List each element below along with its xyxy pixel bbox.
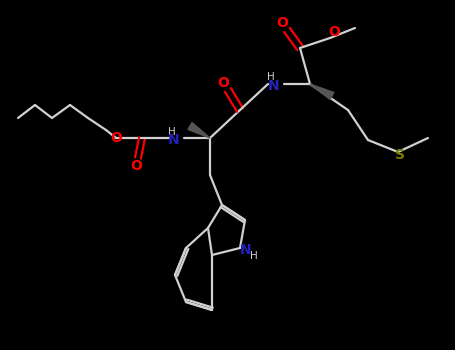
Polygon shape — [188, 122, 210, 138]
Text: O: O — [217, 76, 229, 90]
Text: N: N — [168, 133, 180, 147]
Text: O: O — [110, 131, 122, 145]
Text: H: H — [168, 127, 176, 137]
Text: O: O — [276, 16, 288, 30]
Text: N: N — [240, 243, 252, 257]
Text: O: O — [130, 159, 142, 173]
Text: H: H — [250, 251, 258, 261]
Text: O: O — [328, 25, 340, 39]
Polygon shape — [310, 84, 334, 99]
Text: H: H — [267, 72, 275, 82]
Text: N: N — [268, 79, 280, 93]
Text: S: S — [395, 148, 405, 162]
